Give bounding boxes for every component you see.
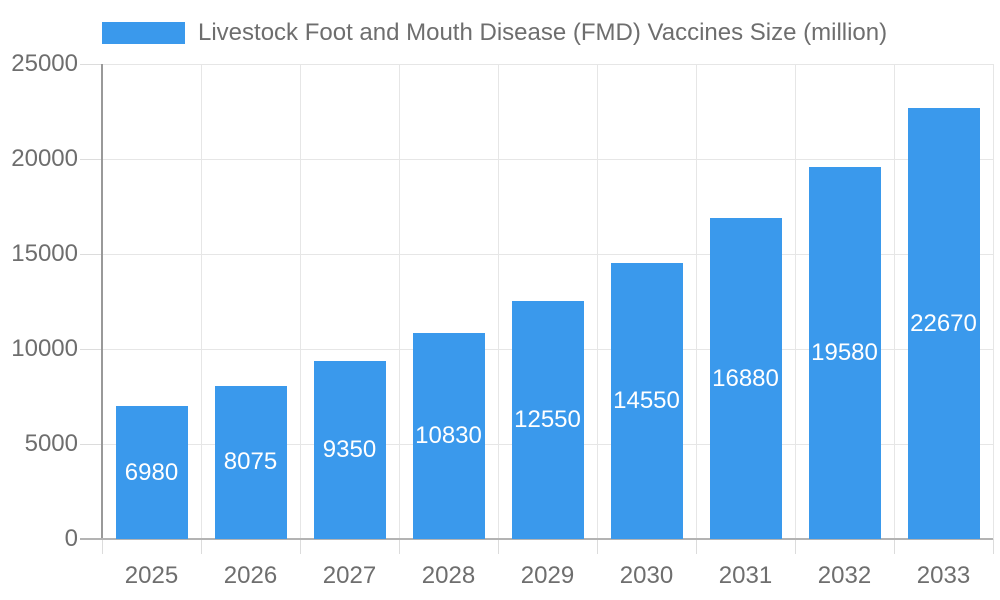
x-axis-line: [80, 538, 993, 540]
gridline-horizontal: [102, 158, 993, 160]
gridline-vertical: [695, 64, 697, 539]
x-axis-tick: [893, 539, 895, 554]
gridline-vertical: [200, 64, 202, 539]
bar: [610, 262, 683, 539]
x-axis-tick: [497, 539, 499, 554]
bar-value-label: 22670: [910, 309, 977, 337]
bar-value-label: 16880: [712, 364, 779, 392]
y-axis-tick: [80, 348, 102, 350]
x-tick-label: 2025: [124, 562, 179, 589]
x-axis-tick: [200, 539, 202, 554]
x-tick-label: 2028: [421, 562, 476, 589]
y-axis-tick: [80, 253, 102, 255]
x-axis-tick: [299, 539, 301, 554]
x-tick-label: 2030: [619, 562, 674, 589]
y-tick-label: 5000: [24, 430, 78, 457]
x-tick-label: 2029: [520, 562, 575, 589]
gridline-horizontal: [102, 63, 993, 65]
x-axis-tick: [992, 539, 994, 554]
y-axis-tick: [80, 63, 102, 65]
gridline-vertical: [497, 64, 499, 539]
y-tick-label: 0: [64, 525, 78, 552]
legend-label: Livestock Foot and Mouth Disease (FMD) V…: [198, 19, 888, 46]
bar: [808, 166, 881, 539]
gridline-vertical: [992, 64, 994, 539]
bar-value-label: 12550: [514, 405, 581, 433]
x-axis-tick: [695, 539, 697, 554]
bar: [907, 108, 980, 539]
x-axis-tick: [101, 539, 103, 554]
y-axis-tick: [80, 158, 102, 160]
gridline-vertical: [794, 64, 796, 539]
legend: Livestock Foot and Mouth Disease (FMD) V…: [102, 19, 888, 46]
y-tick-label: 20000: [11, 145, 78, 172]
x-axis-tick: [794, 539, 796, 554]
bar: [511, 300, 584, 539]
bar-value-label: 14550: [613, 386, 680, 414]
y-axis-line: [101, 64, 103, 539]
x-tick-label: 2033: [916, 562, 971, 589]
x-tick-label: 2032: [817, 562, 872, 589]
gridline-vertical: [596, 64, 598, 539]
x-axis-tick: [398, 539, 400, 554]
bar-value-label: 9350: [322, 436, 377, 464]
bar-value-label: 10830: [415, 422, 482, 450]
y-axis-tick: [80, 443, 102, 445]
x-tick-label: 2031: [718, 562, 773, 589]
x-tick-label: 2026: [223, 562, 278, 589]
bar-value-label: 6980: [124, 458, 179, 486]
legend-swatch: [102, 22, 185, 44]
y-tick-label: 25000: [11, 50, 78, 77]
x-tick-label: 2027: [322, 562, 377, 589]
x-axis-tick: [596, 539, 598, 554]
y-tick-label: 15000: [11, 240, 78, 267]
bar-value-label: 8075: [223, 448, 278, 476]
bar: [412, 333, 485, 539]
bar: [709, 218, 782, 539]
gridline-vertical: [398, 64, 400, 539]
bar-value-label: 19580: [811, 338, 878, 366]
bar: [214, 385, 287, 539]
y-tick-label: 10000: [11, 335, 78, 362]
gridline-vertical: [893, 64, 895, 539]
bar: [115, 406, 188, 539]
gridline-vertical: [299, 64, 301, 539]
gridline-horizontal: [102, 253, 993, 255]
bar: [313, 361, 386, 539]
